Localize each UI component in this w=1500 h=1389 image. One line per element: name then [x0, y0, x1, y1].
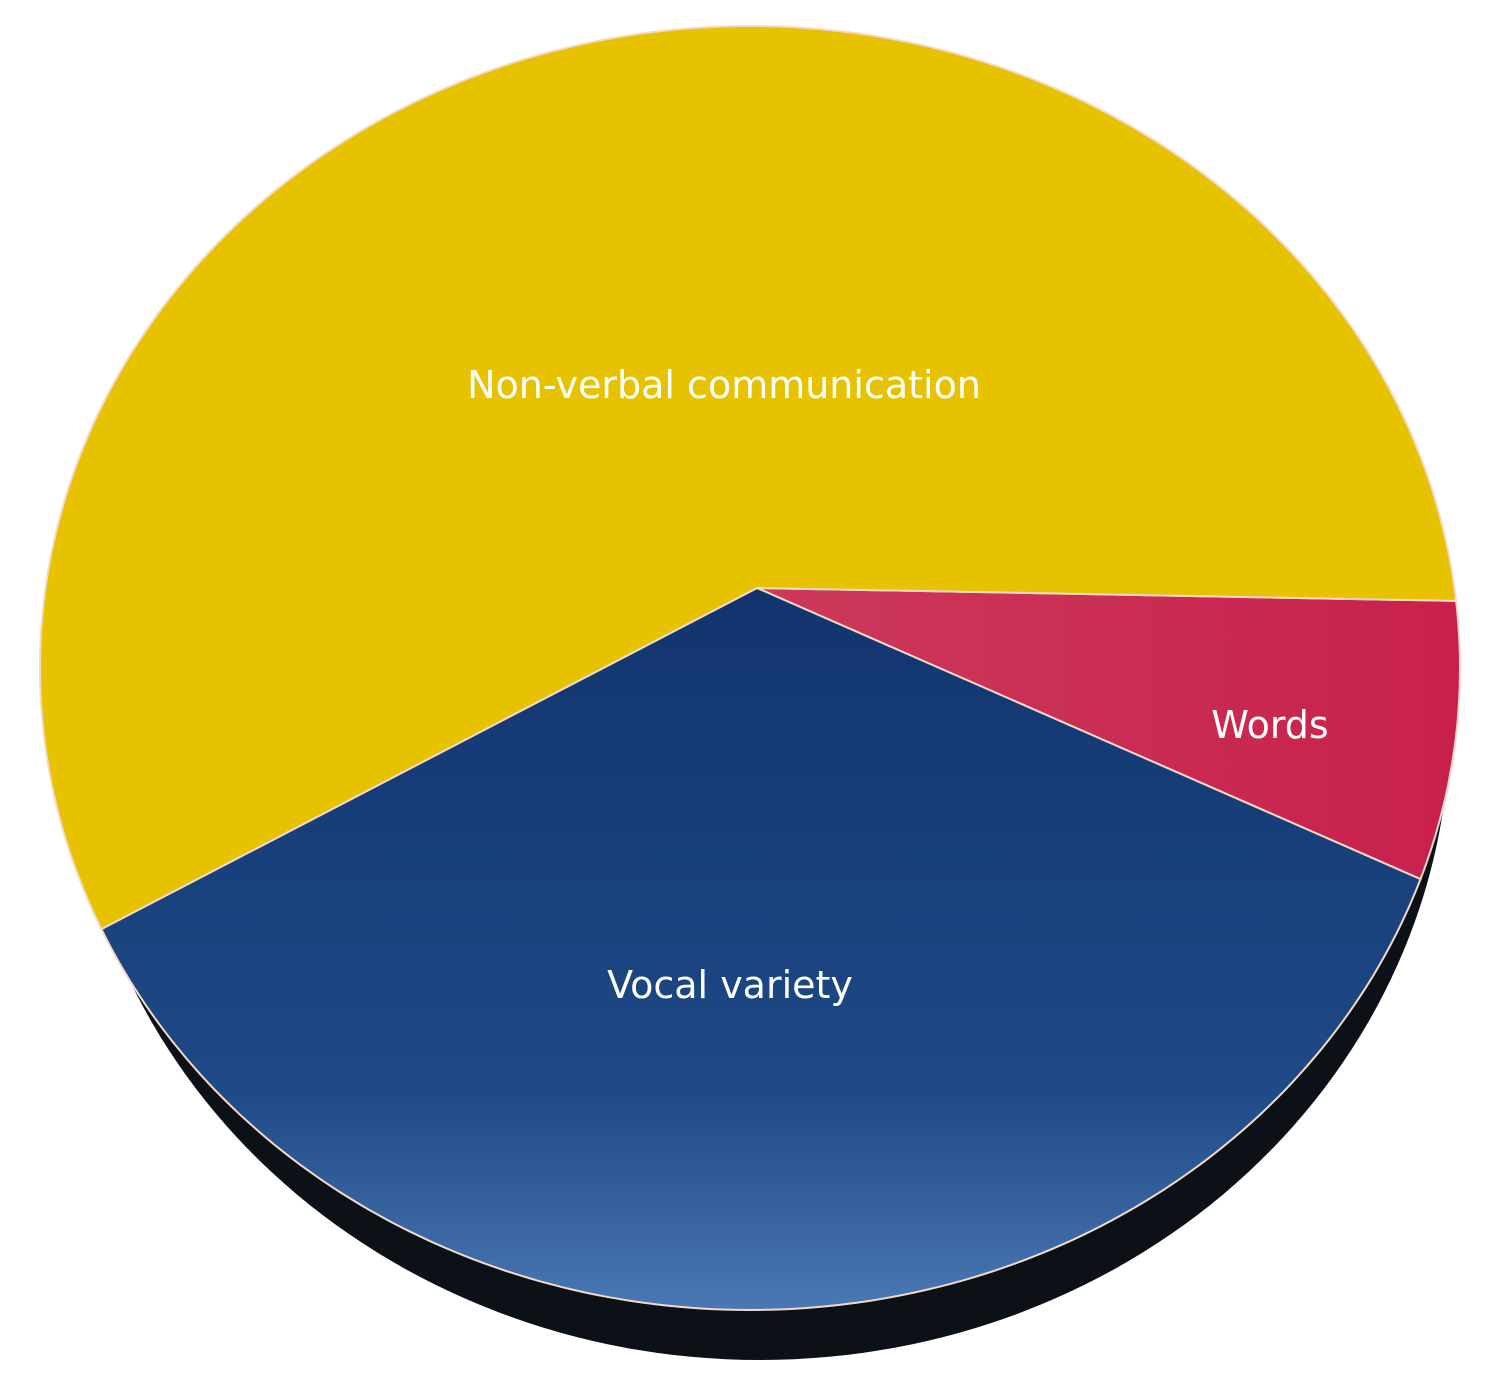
label-non-verbal: Non-verbal communication: [467, 363, 981, 407]
pie-slice-non-verbal-communication: [38, 24, 1458, 931]
pie-slice-vocal-variety: [100, 586, 1422, 1312]
label-words: Words: [1211, 703, 1328, 747]
label-vocal-variety: Vocal variety: [607, 963, 853, 1007]
pie-slice-words: [756, 587, 1462, 881]
